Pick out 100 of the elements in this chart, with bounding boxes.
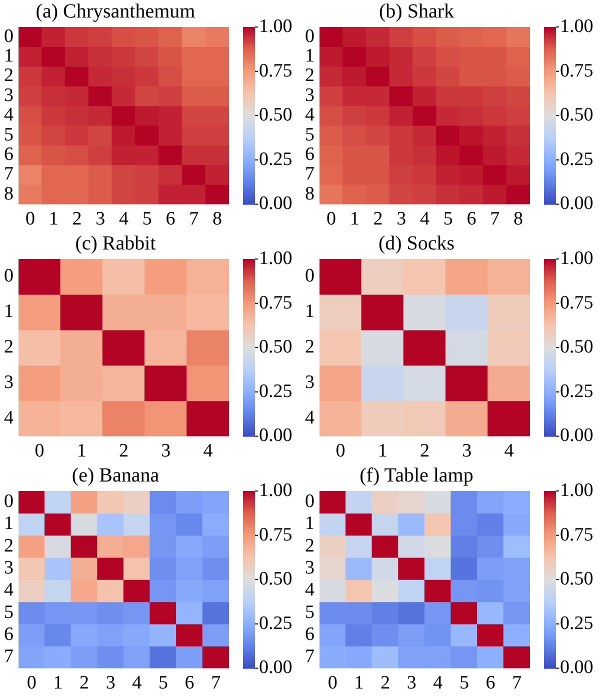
color-bar-label: 0.25 <box>259 148 292 170</box>
y-tick-label: 5 <box>4 602 14 623</box>
x-tick-label: 5 <box>443 208 453 230</box>
color-bar-label: 0.25 <box>259 380 292 402</box>
x-tick-label: 6 <box>486 672 496 694</box>
x-tick-label: 0 <box>328 672 338 694</box>
x-tick-label: 8 <box>514 208 524 230</box>
y-tick-label: 7 <box>305 646 314 668</box>
y-tick-label: 1 <box>4 46 14 67</box>
x-tick-label: 0 <box>326 208 336 230</box>
x-tick-label: 5 <box>158 672 168 694</box>
x-tick-label: 4 <box>132 672 142 694</box>
x-tick-label: 3 <box>106 672 116 694</box>
color-bar-label: 0.75 <box>259 292 292 314</box>
x-tick-label: 2 <box>72 208 82 230</box>
x-tick-label: 4 <box>203 440 214 462</box>
x-tick-label: 5 <box>142 208 152 230</box>
x-tick-label: 5 <box>459 672 469 694</box>
color-bar-label: 1.00 <box>259 16 292 37</box>
x-tick-label: 4 <box>433 672 444 694</box>
y-tick-label: 3 <box>4 84 14 106</box>
y-tick-label: 1 <box>305 301 314 322</box>
chart-title: (b) Shark <box>379 0 454 22</box>
color-bar-label: 0.75 <box>560 524 594 546</box>
x-tick-label: 3 <box>161 440 171 462</box>
y-tick-label: 6 <box>4 624 14 645</box>
color-bar-label: 0.50 <box>259 336 292 358</box>
x-tick-label: 3 <box>406 672 416 694</box>
x-tick-label: 7 <box>490 208 500 230</box>
y-tick-label: 3 <box>4 372 14 394</box>
color-bar-label: 0.00 <box>259 193 292 214</box>
y-tick-label: 1 <box>4 301 14 322</box>
chart-title: (a) Chrysanthemum <box>36 0 196 22</box>
y-tick-label: 0 <box>4 491 14 512</box>
y-tick-label: 3 <box>4 558 14 579</box>
x-tick-label: 3 <box>462 440 472 462</box>
chart-title: (c) Rabbit <box>75 232 156 254</box>
y-tick-label: 3 <box>305 372 314 394</box>
x-tick-label: 1 <box>48 208 58 230</box>
x-tick-label: 7 <box>211 672 221 694</box>
y-tick-label: 2 <box>305 535 314 556</box>
color-bar-label: 0.75 <box>560 292 594 314</box>
color-bar-label: 1.00 <box>560 248 594 269</box>
x-tick-label: 2 <box>380 672 390 694</box>
y-tick-label: 4 <box>4 580 14 601</box>
x-tick-label: 1 <box>76 440 86 462</box>
color-bar-label: 1.00 <box>259 480 292 501</box>
x-tick-label: 4 <box>420 208 430 230</box>
x-tick-label: 1 <box>378 440 388 462</box>
color-bar-label: 0.00 <box>560 425 594 446</box>
color-bar-label: 1.00 <box>560 480 594 501</box>
y-tick-label: 7 <box>305 164 314 185</box>
y-tick-label: 1 <box>305 46 314 67</box>
x-tick-label: 2 <box>80 672 90 694</box>
y-tick-label: 1 <box>305 513 314 534</box>
color-bar-label: 0.25 <box>259 612 292 634</box>
x-tick-label: 8 <box>212 208 222 230</box>
y-tick-label: 2 <box>4 336 14 358</box>
x-tick-label: 0 <box>25 208 35 230</box>
y-tick-label: 6 <box>4 144 14 165</box>
y-tick-label: 0 <box>4 26 14 47</box>
x-tick-label: 7 <box>512 672 522 694</box>
y-tick-label: 2 <box>305 336 314 358</box>
color-bar-label: 0.00 <box>560 193 594 214</box>
y-tick-label: 0 <box>4 266 14 287</box>
color-bar-label: 0.00 <box>259 425 292 446</box>
y-tick-label: 8 <box>4 183 14 204</box>
y-tick-label: 2 <box>305 65 314 86</box>
color-bar-label: 0.25 <box>560 612 594 634</box>
y-tick-label: 5 <box>305 124 314 146</box>
x-tick-label: 2 <box>119 440 128 462</box>
x-tick-label: 1 <box>53 672 63 694</box>
y-tick-label: 1 <box>4 513 14 534</box>
chart-title: (e) Banana <box>72 464 160 486</box>
color-bar-label: 1.00 <box>259 248 292 269</box>
x-tick-label: 1 <box>354 672 364 694</box>
x-tick-label: 0 <box>34 440 44 462</box>
x-tick-label: 6 <box>466 208 476 230</box>
chart-title: (f) Table lamp <box>360 464 474 486</box>
x-tick-label: 1 <box>350 208 360 230</box>
y-tick-label: 7 <box>4 164 14 185</box>
x-tick-label: 0 <box>26 672 36 694</box>
y-tick-label: 4 <box>305 407 315 428</box>
y-tick-label: 4 <box>4 407 14 428</box>
color-bar-label: 0.50 <box>560 104 594 126</box>
x-tick-label: 6 <box>166 208 176 230</box>
color-bar-label: 0.00 <box>259 657 292 678</box>
y-tick-label: 3 <box>305 558 314 579</box>
x-tick-label: 0 <box>336 440 346 462</box>
x-tick-label: 4 <box>504 440 514 462</box>
y-tick-label: 0 <box>305 491 314 512</box>
color-bar-label: 0.75 <box>259 524 292 546</box>
color-bar-label: 0.50 <box>560 568 594 590</box>
y-tick-label: 5 <box>4 124 14 146</box>
color-bar-label: 0.50 <box>259 104 292 126</box>
y-tick-label: 6 <box>305 624 314 645</box>
color-bar-label: 0.75 <box>259 60 292 82</box>
y-tick-label: 5 <box>305 602 314 623</box>
x-tick-label: 4 <box>119 208 129 230</box>
y-tick-label: 2 <box>4 65 14 86</box>
